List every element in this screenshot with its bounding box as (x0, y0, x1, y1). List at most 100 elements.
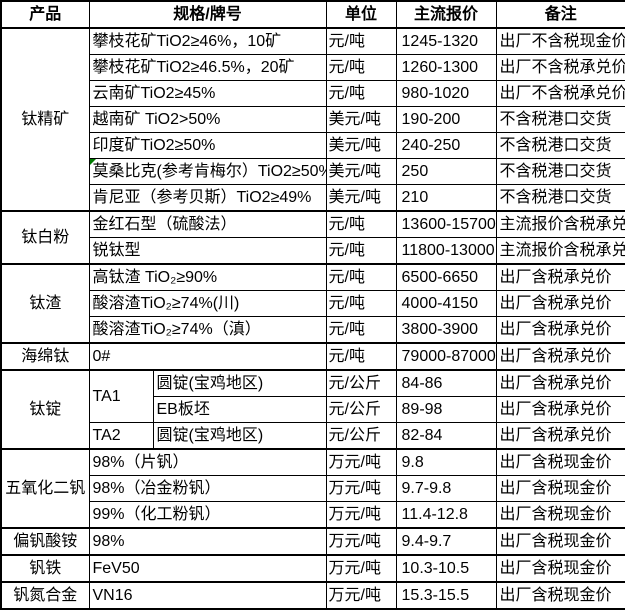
note-cell: 主流报价含税承兑 (495, 237, 625, 265)
unit-cell: 元/吨 (325, 237, 397, 265)
unit-cell: 元/吨 (325, 54, 397, 81)
unit-cell: 元/公斤 (325, 422, 397, 450)
spec-cell: FeV50 (88, 554, 327, 583)
price-cell: 190-200 (395, 106, 497, 133)
product-cell: 钛渣 (0, 263, 90, 344)
col-header-product: 产品 (0, 0, 90, 29)
note-cell: 出厂含税现金价 (495, 581, 625, 610)
table-row: 肯尼亚（参考贝斯）TiO2≥49% 美元/吨 210 不含税港口交货 (1, 184, 625, 212)
spec-cell: 攀枝花矿TiO2≥46.5%，20矿 (88, 54, 327, 81)
unit-cell: 万元/吨 (325, 527, 397, 556)
note-cell: 出厂含税承兑价 (495, 290, 625, 317)
unit-cell: 元/吨 (325, 342, 397, 371)
table-row: 钒氮合金 VN16 万元/吨 15.3-15.5 出厂含税现金价 (0, 581, 625, 610)
note-cell: 出厂含税承兑价 (495, 369, 625, 397)
note-cell: 不含税港口交货 (495, 158, 625, 185)
unit-cell: 元/吨 (325, 316, 397, 344)
unit-cell: 元/吨 (325, 210, 397, 238)
unit-cell: 元/吨 (325, 263, 397, 291)
table-row: 偏钒酸铵 98% 万元/吨 9.4-9.7 出厂含税现金价 (0, 527, 625, 556)
spec-cell: 98% (88, 527, 327, 556)
unit-cell: 万元/吨 (325, 501, 397, 529)
table-row: 锐钛型 元/吨 11800-13000 主流报价含税承兑 (1, 237, 625, 265)
table-row: 酸溶渣TiO₂≥74%（滇） 元/吨 3800-3900 出厂含税承兑价 (1, 316, 625, 344)
table-row: 莫桑比克(参考肯梅尔）TiO2≥50% 美元/吨 250 不含税港口交货 (1, 158, 625, 185)
spec-cell: 越南矿 TiO2>50% (88, 106, 327, 133)
unit-cell: 万元/吨 (325, 554, 397, 583)
table-row: 钒铁 FeV50 万元/吨 10.3-10.5 出厂含税现金价 (0, 554, 625, 583)
unit-cell: 元/吨 (325, 80, 397, 107)
comment-indicator-icon (90, 159, 96, 165)
price-cell: 11800-13000 (395, 237, 497, 265)
note-cell: 出厂含税承兑价 (495, 263, 625, 291)
price-cell: 6500-6650 (395, 263, 497, 291)
price-cell: 84-86 (395, 369, 497, 397)
price-cell: 10.3-10.5 (395, 554, 497, 583)
note-cell: 不含税港口交货 (495, 184, 625, 212)
note-cell: 不含税港口交货 (495, 132, 625, 159)
spec-text: 莫桑比克(参考肯梅尔）TiO2≥50% (92, 162, 327, 180)
note-cell: 出厂含税承兑价 (495, 316, 625, 344)
unit-cell: 万元/吨 (325, 475, 397, 502)
price-cell: 1245-1320 (395, 27, 497, 55)
product-cell: 钛白粉 (0, 210, 90, 265)
product-cell: 海绵钛 (0, 342, 90, 371)
col-header-unit: 单位 (325, 0, 397, 29)
note-cell: 出厂含税承兑价 (495, 396, 625, 423)
spec-cell: 攀枝花矿TiO2≥46%，10矿 (88, 27, 327, 55)
unit-cell: 元/公斤 (325, 396, 397, 423)
product-cell: 钛锭 (0, 369, 90, 450)
col-header-spec: 规格/牌号 (88, 0, 327, 29)
product-cell: 五氧化二钒 (0, 448, 90, 529)
price-cell: 9.8 (395, 448, 497, 476)
unit-cell: 美元/吨 (325, 106, 397, 133)
product-cell: 钒氮合金 (0, 581, 90, 610)
table-row: 海绵钛 0# 元/吨 79000-87000 出厂含税承兑价 (0, 342, 625, 371)
price-cell: 240-250 (395, 132, 497, 159)
price-cell: 3800-3900 (395, 316, 497, 344)
table-row: 五氧化二钒 98%（片钒） 万元/吨 9.8 出厂含税现金价 (0, 448, 625, 529)
grade-cell: TA1 (88, 369, 154, 423)
note-cell: 出厂不含税现金价 (495, 27, 625, 55)
note-cell: 主流报价含税承兑 (495, 210, 625, 238)
price-cell: 13600-15700 (395, 210, 497, 238)
spec-cell: 99%（化工粉钒） (88, 501, 327, 529)
table-row: 钛锭 TA1 圆锭(宝鸡地区) 元/公斤 84-86 出厂含税承兑价 (0, 369, 625, 450)
price-cell: 4000-4150 (395, 290, 497, 317)
price-cell: 210 (395, 184, 497, 212)
table-row: 云南矿TiO2≥45% 元/吨 980-1020 出厂不含税承兑价 (1, 80, 625, 107)
note-cell: 出厂不含税承兑价 (495, 54, 625, 81)
note-cell: 出厂含税现金价 (495, 501, 625, 529)
table-row: 钛精矿 攀枝花矿TiO2≥46%，10矿 元/吨 1245-1320 出厂不含税… (0, 27, 625, 212)
spec-cell: 印度矿TiO2≥50% (88, 132, 327, 159)
price-cell: 9.7-9.8 (395, 475, 497, 502)
price-cell: 250 (395, 158, 497, 185)
note-cell: 出厂含税现金价 (495, 475, 625, 502)
unit-cell: 美元/吨 (325, 158, 397, 185)
table-row: 酸溶渣TiO₂≥74%(川) 元/吨 4000-4150 出厂含税承兑价 (1, 290, 625, 317)
price-cell: 11.4-12.8 (395, 501, 497, 529)
note-cell: 出厂含税现金价 (495, 448, 625, 476)
product-cell: 钒铁 (0, 554, 90, 583)
note-cell: 出厂不含税承兑价 (495, 80, 625, 107)
spec-cell: EB板坯 (152, 396, 327, 423)
price-cell: 79000-87000 (395, 342, 497, 371)
col-header-price: 主流报价 (395, 0, 497, 29)
spec-cell: 酸溶渣TiO₂≥74%（滇） (88, 316, 327, 344)
table-row: 钛渣 高钛渣 TiO₂≥90% 元/吨 6500-6650 出厂含税承兑价 (0, 263, 625, 344)
unit-cell: 万元/吨 (325, 581, 397, 610)
spec-cell: 云南矿TiO2≥45% (88, 80, 327, 107)
product-cell: 钛精矿 (0, 27, 90, 212)
spec-cell: 圆锭(宝鸡地区) (152, 369, 327, 397)
spec-cell: 98%（片钒） (88, 448, 327, 476)
spec-cell: 高钛渣 TiO₂≥90% (88, 263, 327, 291)
unit-cell: 元/吨 (325, 290, 397, 317)
table-row: 钛白粉 金红石型（硫酸法） 元/吨 13600-15700 主流报价含税承兑 (0, 210, 625, 265)
price-cell: 1260-1300 (395, 54, 497, 81)
table-row: EB板坯 元/公斤 89-98 出厂含税承兑价 (1, 396, 625, 423)
spec-cell: 锐钛型 (88, 237, 327, 265)
spec-cell: 肯尼亚（参考贝斯）TiO2≥49% (88, 184, 327, 212)
spec-cell: 酸溶渣TiO₂≥74%(川) (88, 290, 327, 317)
price-cell: 89-98 (395, 396, 497, 423)
